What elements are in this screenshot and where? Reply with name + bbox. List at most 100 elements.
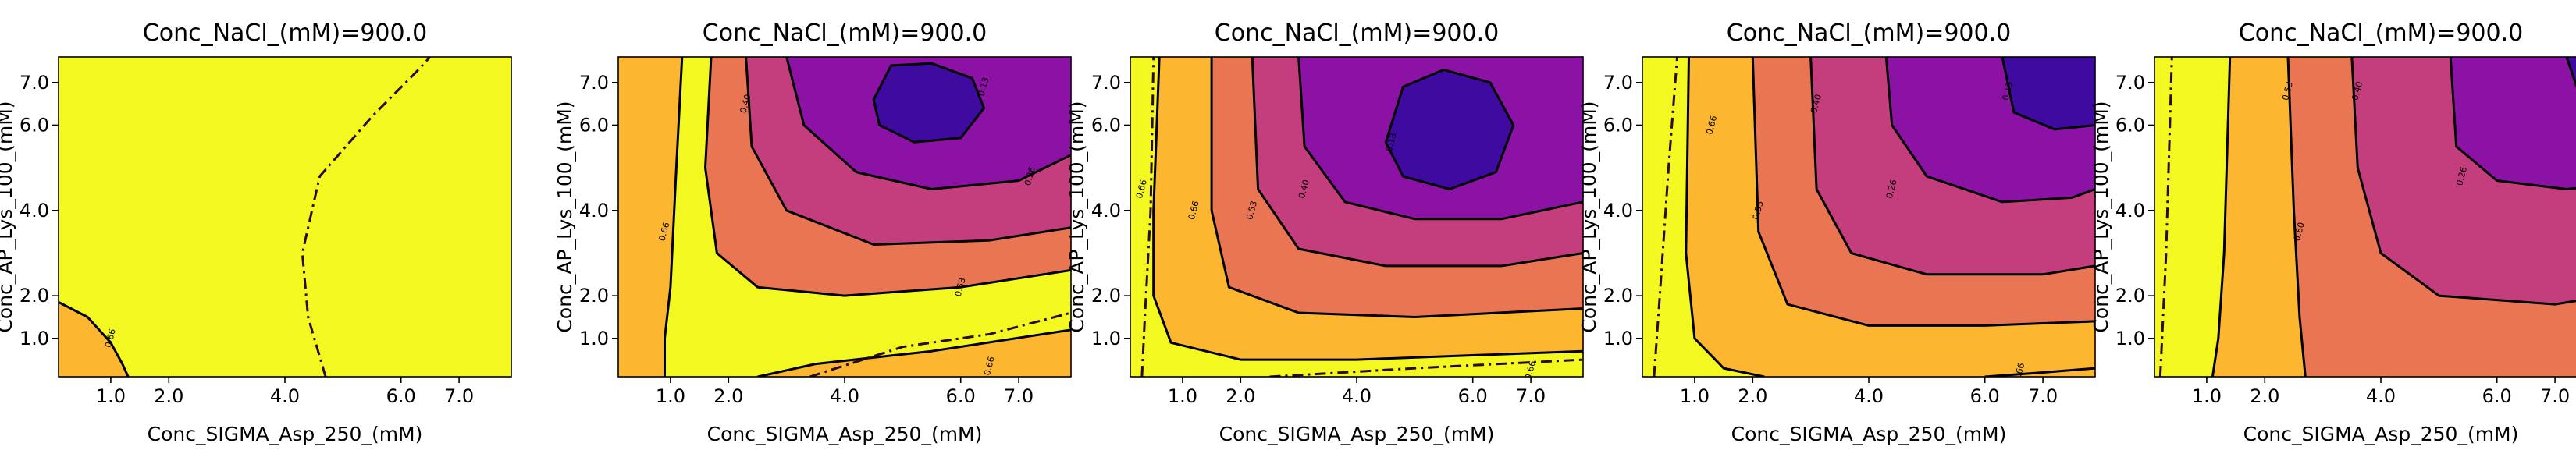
contour-line <box>1297 57 1583 221</box>
y-tick-label: 7.0 <box>20 72 49 94</box>
contour-line <box>757 328 1071 377</box>
x-tick-label: 4.0 <box>2366 385 2396 407</box>
contour-line <box>2001 57 2095 131</box>
x-tick-label: 1.0 <box>96 385 126 407</box>
x-tick-label: 7.0 <box>2540 385 2570 407</box>
x-tick-label: 1.0 <box>1168 385 1197 407</box>
x-tick-label: 1.0 <box>1680 385 1710 407</box>
chart-title: Conc_NaCl_(mM)=900.0 <box>703 20 987 47</box>
contour-level-label: 0.26 <box>1884 179 1899 200</box>
x-tick-label: 2.0 <box>713 385 743 407</box>
y-tick-label: 1.0 <box>20 328 49 349</box>
y-tick-label: 6.0 <box>579 114 609 136</box>
contour-line <box>59 300 130 377</box>
y-tick-label: 2.0 <box>1603 285 1633 307</box>
contour-level-label: 0.53 <box>1244 200 1259 221</box>
contour-line <box>1884 57 2095 204</box>
contour-panel-1: 0.66 Conc_NaCl_(mM)=900.0 1.0 2.0 4.0 6.0 7.0 1… <box>0 20 512 445</box>
contour-line <box>1809 57 2095 276</box>
contour-line <box>1152 57 1583 361</box>
x-axis-label: Conc_SIGMA_Asp_250_(mM) <box>1219 423 1495 445</box>
plot-area: 0.600.530.400.260.13 <box>2154 57 2576 377</box>
dashdot-contour-line <box>2158 57 2173 377</box>
contour-panel-4: 0.66 0.53 0.40 0.26 0.13 0.66 Conc_NaCl_(mM)=9… <box>1578 20 2096 445</box>
y-tick-label: 1.0 <box>1091 328 1121 349</box>
dashdot-contour-line <box>1269 358 1583 377</box>
contour-level-label: 0.40 <box>1297 179 1311 200</box>
base-fill-region <box>59 57 511 377</box>
contour-level-label: 0.13 <box>1384 132 1399 153</box>
contour-level-label: 0.66 <box>982 356 997 377</box>
contour-level-label: 0.53 <box>2280 80 2295 101</box>
dashdot-contour-line <box>301 57 432 377</box>
x-tick-label: 1.0 <box>656 385 685 407</box>
y-tick-label: 6.0 <box>1603 114 1633 136</box>
contour-panel-2: 0.66 0.66 0.53 0.40 0.26 0.13 Conc_NaCl_(mM)=9… <box>553 20 1072 445</box>
contour-line <box>664 57 684 377</box>
y-tick-label: 6.0 <box>20 114 49 136</box>
contour-line <box>1685 57 1765 377</box>
x-tick-label: 4.0 <box>270 385 300 407</box>
contour-line <box>1384 68 1515 190</box>
x-tick-label: 7.0 <box>2028 385 2058 407</box>
plot-area: 0.66 0.66 0.53 0.40 0.26 0.13 <box>618 57 1071 377</box>
x-tick-label: 6.0 <box>2482 385 2512 407</box>
contour-level-label: 0.66 <box>1523 360 1538 381</box>
y-axis-label: Conc_AP_Lys_100_(mM) <box>2090 101 2112 332</box>
plot-area: 0.66 0.66 0.53 0.40 0.13 0.66 <box>1130 57 1583 381</box>
contour-level-label: 0.66 <box>657 221 672 242</box>
contour-line <box>745 57 1071 246</box>
y-tick-label: 2.0 <box>2115 285 2145 307</box>
dashdot-contour-line <box>809 311 1071 377</box>
contour-level-label: 0.26 <box>2454 165 2469 186</box>
x-axis-label: Conc_SIGMA_Asp_250_(mM) <box>148 423 423 445</box>
y-tick-label: 7.0 <box>579 72 609 94</box>
contour-line <box>1210 57 1583 318</box>
contour-line <box>1984 367 2095 377</box>
filled-contour-region <box>59 302 129 377</box>
y-tick-label: 1.0 <box>1603 328 1633 349</box>
x-tick-label: 7.0 <box>1004 385 1034 407</box>
x-tick-label: 2.0 <box>2250 385 2279 407</box>
x-tick-label: 4.0 <box>1854 385 1884 407</box>
y-tick-label: 2.0 <box>1091 285 1121 307</box>
chart-title: Conc_NaCl_(mM)=900.0 <box>2239 20 2523 47</box>
y-tick-label: 4.0 <box>20 200 49 222</box>
y-tick-label: 6.0 <box>1091 114 1121 136</box>
contour-line <box>2211 57 2232 377</box>
x-tick-label: 2.0 <box>1226 385 1255 407</box>
contour-level-label: 0.60 <box>2292 221 2307 242</box>
y-tick-label: 7.0 <box>1091 72 1121 94</box>
y-tick-label: 6.0 <box>2115 114 2145 136</box>
contour-level-label: 0.40 <box>2350 80 2364 101</box>
x-tick-label: 6.0 <box>946 385 976 407</box>
x-tick-label: 4.0 <box>830 385 859 407</box>
filled-contour-region <box>1386 69 1514 190</box>
x-tick-label: 6.0 <box>386 385 416 407</box>
contour-line <box>1751 57 2095 327</box>
y-tick-label: 4.0 <box>1603 200 1633 222</box>
x-axis-label: Conc_SIGMA_Asp_250_(mM) <box>707 423 983 445</box>
plot-area: 0.66 <box>59 57 511 377</box>
x-tick-label: 2.0 <box>154 385 183 407</box>
dashdot-contour-line <box>1653 57 1679 377</box>
contour-level-label: 0.53 <box>1751 200 1766 221</box>
y-tick-label: 7.0 <box>1603 72 1633 94</box>
contour-panel-5: 0.600.530.400.260.13Conc_NaCl_(mM)=900.0… <box>2090 20 2576 445</box>
y-tick-label: 1.0 <box>579 328 609 349</box>
chart-title: Conc_NaCl_(mM)=900.0 <box>1727 20 2011 47</box>
y-axis-label: Conc_AP_Lys_100_(mM) <box>1578 101 1600 332</box>
filled-contour-region <box>2002 57 2095 129</box>
contour-level-label: 0.66 <box>2012 362 2026 383</box>
x-tick-label: 1.0 <box>2192 385 2222 407</box>
x-axis-label: Conc_SIGMA_Asp_250_(mM) <box>2243 423 2519 445</box>
contour-level-label: 0.66 <box>1134 179 1149 200</box>
contour-line <box>785 57 1071 190</box>
contour-level-label: 0.40 <box>1809 93 1823 114</box>
contour-level-label: 0.66 <box>103 328 118 349</box>
y-tick-label: 2.0 <box>20 285 49 307</box>
y-axis-label: Conc_AP_Lys_100_(mM) <box>0 101 16 332</box>
contour-line <box>2565 57 2576 89</box>
contour-level-label: 0.53 <box>953 277 968 298</box>
